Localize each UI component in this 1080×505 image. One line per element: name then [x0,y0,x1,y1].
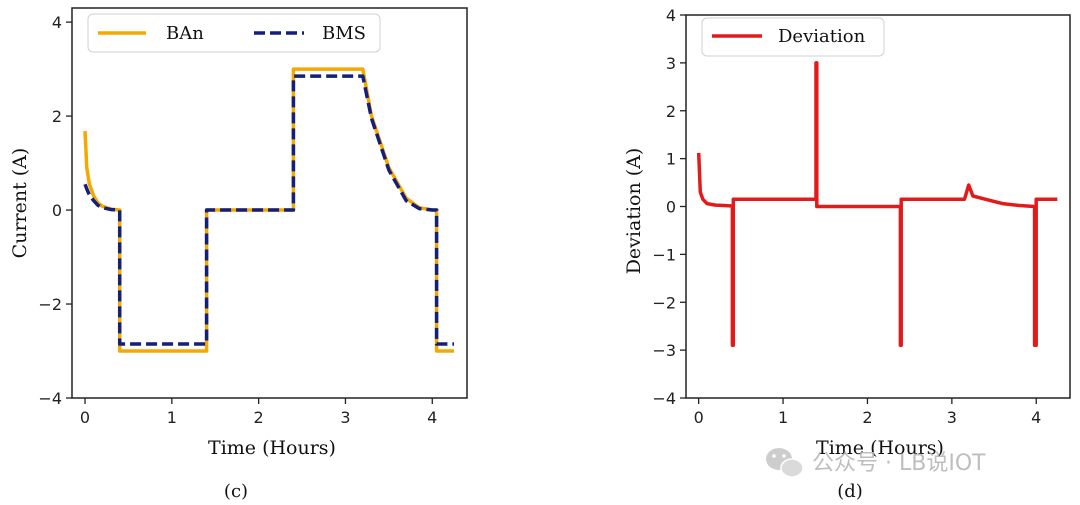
y-tick-label: 2 [666,102,676,121]
x-tick-label: 2 [862,408,872,427]
plot-frame-c [71,7,468,399]
series-line-deviation [696,61,1058,348]
x-tick-label: 1 [167,408,177,427]
y-tick-label: 0 [52,201,62,220]
x-tick-label: 4 [427,408,437,427]
y-tick-label: −2 [38,295,62,314]
wechat-icon [766,448,804,478]
x-tick-label: 3 [340,408,350,427]
plot-area-c [83,67,454,353]
legend-label-ban: BAn [166,23,204,44]
caption-d: (d) [837,481,863,502]
plot-area-d [696,61,1058,348]
legend-label-deviation: Deviation [778,26,866,47]
y-axis-label-c: Current (A) [9,148,31,259]
legend-c: BAn BMS [87,13,381,53]
series-line-ban [83,67,454,353]
x-axis-d: 0 1 2 3 4 [694,398,1041,427]
y-tick-label: 4 [52,13,62,32]
chart-panel-c: 0 1 2 3 4 −4 −2 0 2 4 BAn BMS Time (Hours) Curre… [9,7,468,502]
y-tick-label: 3 [666,54,676,73]
x-axis-label-c: Time (Hours) [208,437,336,459]
legend-box-d [701,17,885,57]
legend-box-c [87,13,381,53]
y-tick-label: 1 [666,150,676,169]
y-tick-label: 2 [52,107,62,126]
watermark: 公众号 · LB说IOT [766,448,986,478]
y-tick-label: −4 [38,389,62,408]
y-axis-label-d: Deviation (A) [623,148,645,275]
legend-label-bms: BMS [322,23,366,44]
series-line-bms [83,74,454,346]
watermark-text: 公众号 · LB说IOT [812,451,986,476]
x-axis-c: 0 1 2 3 4 [80,398,437,427]
caption-c: (c) [224,481,248,502]
y-axis-d: −4 −3 −2 −1 0 1 2 3 4 [652,6,686,408]
y-tick-label: 0 [666,198,676,217]
x-tick-label: 2 [254,408,264,427]
x-tick-label: 4 [1031,408,1041,427]
y-tick-label: −2 [652,293,676,312]
y-axis-c: −4 −2 0 2 4 [38,13,72,408]
y-tick-label: 4 [666,6,676,25]
x-axis-label-d: Time (Hours) [816,437,944,459]
x-tick-label: 0 [694,408,704,427]
legend-d: Deviation [701,17,885,57]
x-tick-label: 1 [778,408,788,427]
y-tick-label: −3 [652,341,676,360]
y-tick-label: −1 [652,245,676,264]
x-tick-label: 0 [80,408,90,427]
x-tick-label: 3 [947,408,957,427]
y-tick-label: −4 [652,389,676,408]
chart-panel-d: 0 1 2 3 4 −4 −3 −2 −1 0 1 2 3 4 Deviation Time (Hour… [623,6,1071,502]
